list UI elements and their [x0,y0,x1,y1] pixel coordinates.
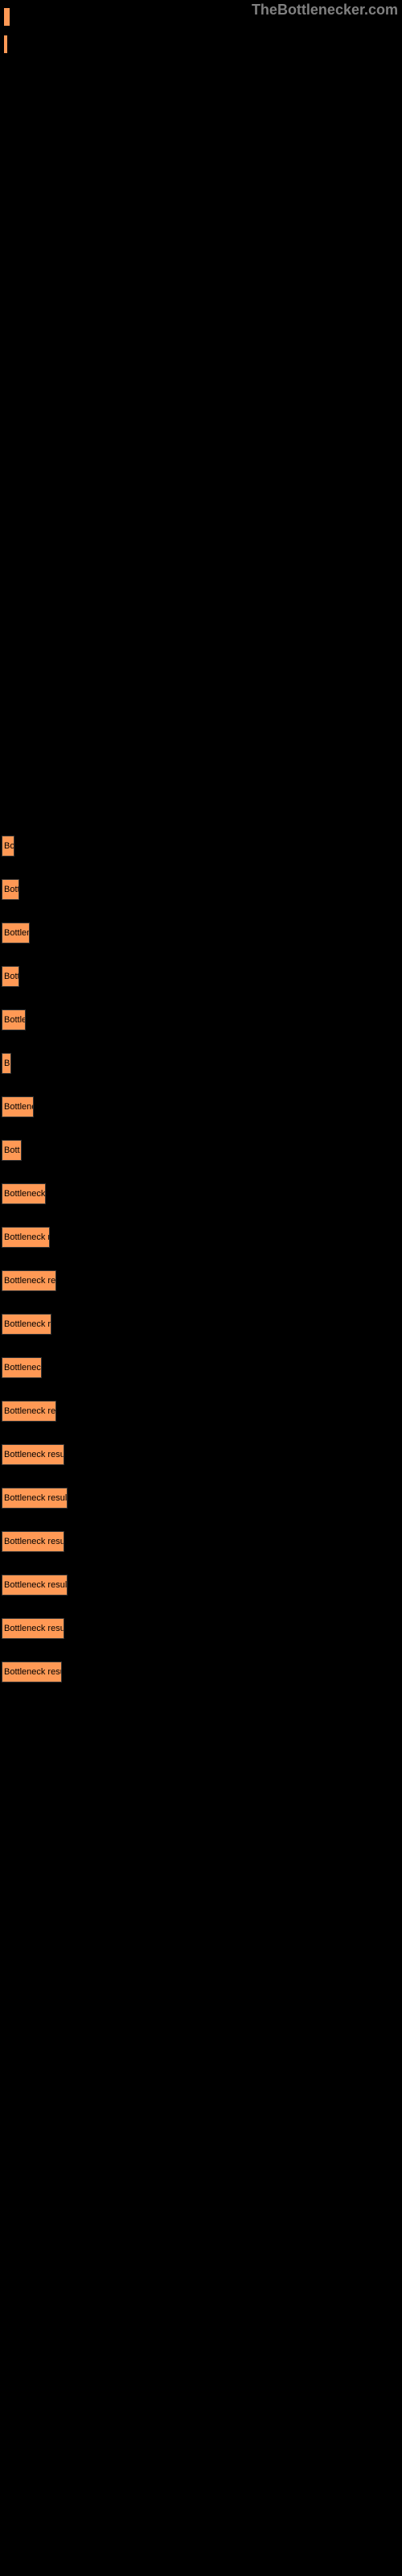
chart-bar: Bott [2,879,19,900]
bar-label: Bottle [4,1015,26,1025]
bar-label: Bottlen [4,928,30,938]
bar-label: Bo [4,841,14,851]
bar-row: Bottleneck r [2,1183,400,1204]
chart-bar: Bottleneck result [2,1488,68,1509]
bar-row: Bottleneck result [2,1444,400,1465]
bar-label: Bottlene [4,1102,34,1112]
bar-row: Bottleneck result [2,1618,400,1639]
bar-label: Bottleneck result [4,1493,68,1503]
chart-bar: Bottlene [2,1096,34,1117]
bar-row: Bottleneck resu [2,1401,400,1422]
bar-row: Bott [2,879,400,900]
bar-label: Bott [4,885,19,894]
bar-row: Bottleneck res [2,1314,400,1335]
bar-row: Bottleneck result [2,1488,400,1509]
chart-bar: Bottleneck res [2,1314,51,1335]
bar-chart: Bo Bott Bottlen Bott Bottle B Bottlene Bott Bott… [0,836,402,1682]
chart-bar: Bottleneck result [2,1575,68,1596]
bar-row: Bottleneck [2,1357,400,1378]
top-bar-1 [4,8,10,26]
bar-row: Bottleneck result [2,1575,400,1596]
chart-bar: Bottleneck result [2,1618,64,1639]
bar-label: Bottleneck result [4,1450,64,1459]
bar-label: B [4,1059,10,1068]
chart-bar: Bottleneck resul [2,1662,62,1682]
chart-bar: Bottlen [2,923,30,943]
chart-bar: Bottleneck result [2,1531,64,1552]
bar-row: Bottlene [2,1096,400,1117]
chart-bar: Bott [2,966,19,987]
chart-bar: Bo [2,836,14,857]
bar-row: Bottleneck resul [2,1662,400,1682]
bar-label: Bottleneck result [4,1580,68,1590]
bar-label: Bottleneck re [4,1232,50,1242]
bar-row: B [2,1053,400,1074]
chart-bar: Bottleneck re [2,1227,50,1248]
chart-bar: Bottleneck r [2,1183,46,1204]
bar-row: Bott [2,966,400,987]
bar-row: Bottlen [2,923,400,943]
bar-label: Bott [4,1146,20,1155]
bar-row: Bottle [2,1009,400,1030]
bar-label: Bott [4,972,19,981]
chart-bar: Bottleneck result [2,1444,64,1465]
watermark: TheBottlenecker.com [252,2,398,19]
bar-label: Bottleneck [4,1363,42,1373]
bar-label: Bottleneck res [4,1319,51,1329]
chart-bar: Bottle [2,1009,26,1030]
bar-row: Bo [2,836,400,857]
chart-bar: Bott [2,1140,22,1161]
bar-label: Bottleneck resul [4,1667,62,1677]
top-bar-2 [4,35,7,53]
chart-bar: Bottleneck resu [2,1270,56,1291]
bar-row: Bottleneck re [2,1227,400,1248]
chart-bar: Bottleneck resu [2,1401,56,1422]
chart-bar: B [2,1053,11,1074]
bar-row: Bottleneck resu [2,1270,400,1291]
bar-row: Bott [2,1140,400,1161]
bar-row: Bottleneck result [2,1531,400,1552]
bar-label: Bottleneck r [4,1189,46,1199]
bar-label: Bottleneck result [4,1537,64,1546]
bar-label: Bottleneck result [4,1624,64,1633]
bar-label: Bottleneck resu [4,1406,56,1416]
chart-bar: Bottleneck [2,1357,42,1378]
bar-label: Bottleneck resu [4,1276,56,1286]
